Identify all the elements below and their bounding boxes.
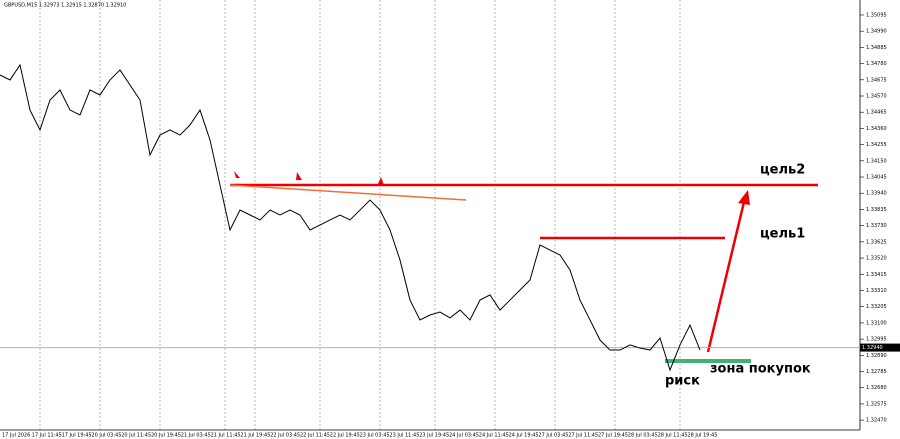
y-tick-label: 1.32575 [866,401,887,407]
x-tick-label: 23 Jul 19:45 [419,433,449,439]
y-tick-label: 1.33310 [866,288,887,294]
x-tick-label: 24 Jul 11:45 [479,433,509,439]
y-tick-label: 1.34570 [866,94,887,100]
target2-label: цель2 [760,163,805,178]
x-tick-label: 20 Jul 19:45 [151,433,181,439]
y-tick-label: 1.34675 [866,77,887,83]
x-tick-label: 27 Jul 03:45 [538,433,568,439]
buy-zone-label: зона покупок [710,362,811,377]
x-tick-label: 17 Jul 19:45 [62,433,92,439]
y-tick-label: 1.34465 [866,110,887,116]
current-price-label: 1.32940 [862,345,883,351]
x-tick-label: 23 Jul 03:45 [360,433,390,439]
x-tick-label: 23 Jul 11:45 [389,433,419,439]
y-tick-label: 1.33520 [866,256,887,262]
x-tick-label: 17 Jul 2026 [2,433,30,439]
marker [296,172,302,180]
y-tick-label: 1.32890 [866,353,887,359]
arrow-head [738,190,750,205]
y-tick-label: 1.33625 [866,239,887,245]
x-tick-label: 21 Jul 03:45 [181,433,211,439]
x-tick-label: 28 Jul 11:45 [658,433,688,439]
x-tick-label: 22 Jul 19:45 [330,433,360,439]
y-tick-label: 1.32995 [866,337,887,343]
trend-line [229,184,467,201]
price-line [0,63,701,372]
y-tick-label: 1.33100 [866,320,887,326]
x-tick-label: 21 Jul 19:45 [240,433,270,439]
x-tick-label: 27 Jul 19:45 [598,433,628,439]
y-tick-label: 1.34255 [866,142,887,148]
y-tick-label: 1.34045 [866,175,887,181]
y-tick-label: 1.33835 [866,207,887,213]
current-price-box [860,343,900,352]
marker [234,171,240,178]
x-tick-label: 22 Jul 11:45 [300,433,330,439]
y-tick-label: 1.32785 [866,369,887,375]
x-tick-label: 24 Jul 19:45 [509,433,539,439]
x-tick-label: 20 Jul 11:45 [121,433,151,439]
y-tick-label: 1.34360 [866,126,887,132]
x-tick-label: 28 Jul 03:45 [628,433,658,439]
target1-label: цель1 [760,227,805,242]
marker [378,177,384,185]
x-tick-label: 17 Jul 11:45 [32,433,62,439]
chart-title: GBPUSD,M15 1.32973 1.32915 1.32870 1.329… [4,3,126,9]
y-tick-label: 1.34990 [866,29,887,35]
y-tick-label: 1.32680 [866,385,887,391]
x-tick-label: 24 Jul 03:45 [449,433,479,439]
x-tick-label: 22 Jul 03:45 [270,433,300,439]
y-tick-label: 1.34150 [866,158,887,164]
risk-label: риск [665,374,700,389]
forecast-arrow [706,201,746,353]
y-tick-label: 1.32470 [866,418,887,424]
y-tick-label: 1.33940 [866,191,887,197]
y-tick-label: 1.33730 [866,223,887,229]
y-tick-label: 1.33205 [866,304,887,310]
x-tick-label: 28 Jul 19:45 [687,433,717,439]
x-tick-label: 21 Jul 11:45 [211,433,241,439]
x-tick-label: 20 Jul 03:45 [91,433,121,439]
y-tick-label: 1.34885 [866,45,887,51]
y-tick-label: 1.33415 [866,272,887,278]
y-tick-label: 1.34780 [866,61,887,67]
x-tick-label: 27 Jul 11:45 [568,433,598,439]
y-tick-label: 1.35095 [866,12,887,18]
